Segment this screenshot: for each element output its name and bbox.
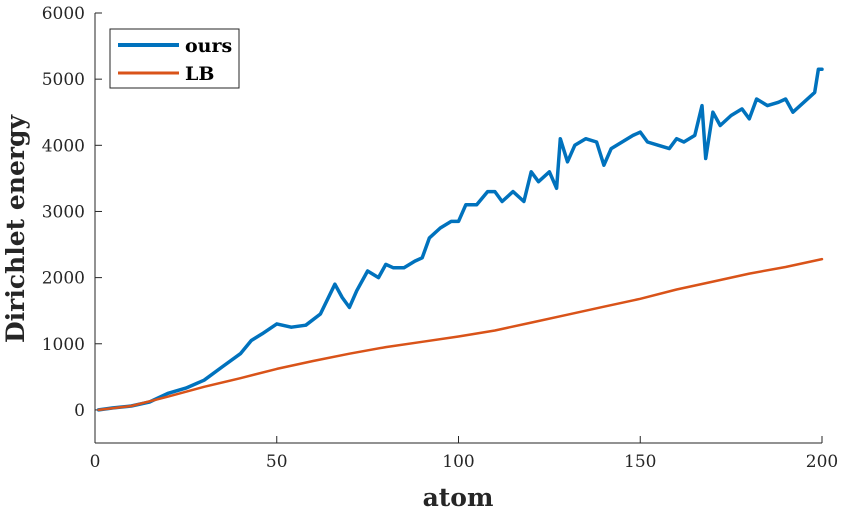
series-line-lb xyxy=(97,257,824,412)
series-layer xyxy=(96,67,824,412)
x-ticks: 0 50 100 150 200 xyxy=(90,436,838,472)
x-tick-label: 100 xyxy=(442,452,474,472)
y-tick-label: 4000 xyxy=(42,136,85,156)
y-tick-label: 0 xyxy=(74,401,85,421)
x-tick-label: 0 xyxy=(90,452,101,472)
y-tick-label: 2000 xyxy=(42,269,85,289)
x-tick-label: 200 xyxy=(806,452,838,472)
y-tick-label: 1000 xyxy=(42,335,85,355)
x-axis-title: atom xyxy=(423,483,494,511)
y-tick-label: 3000 xyxy=(42,202,85,222)
y-tick-label: 5000 xyxy=(42,70,85,90)
y-ticks: 0 1000 2000 3000 4000 5000 6000 xyxy=(42,4,102,421)
legend-label-lb: LB xyxy=(185,63,214,85)
x-tick-label: 50 xyxy=(266,452,288,472)
y-axis-title: Dirichlet energy xyxy=(1,114,30,344)
x-tick-label: 150 xyxy=(624,452,656,472)
y-tick-label: 6000 xyxy=(42,4,85,24)
series-line-ours xyxy=(96,67,824,412)
legend-box xyxy=(109,28,240,89)
legend-label-ours: ours xyxy=(185,35,232,57)
legend: ours LB xyxy=(109,28,240,89)
